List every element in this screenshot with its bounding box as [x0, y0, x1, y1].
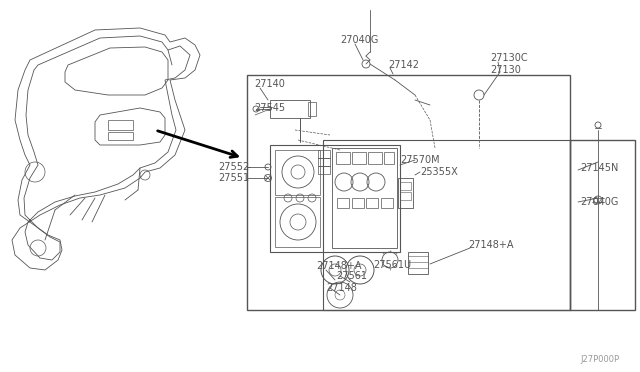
Text: 27561U: 27561U — [373, 260, 411, 270]
Text: 25355X: 25355X — [420, 167, 458, 177]
Text: 27545: 27545 — [254, 103, 285, 113]
Bar — [398, 178, 413, 208]
Bar — [270, 145, 400, 252]
Bar — [384, 152, 394, 164]
Text: 27561: 27561 — [336, 271, 367, 281]
Bar — [366, 198, 378, 208]
Bar — [400, 182, 411, 190]
Bar — [336, 152, 350, 164]
Bar — [352, 152, 366, 164]
Bar — [108, 120, 133, 130]
Text: 27570M: 27570M — [400, 155, 440, 165]
Bar — [247, 75, 570, 310]
Text: J27P000P: J27P000P — [581, 356, 620, 365]
Text: 27552: 27552 — [218, 162, 249, 172]
Text: 27148+A: 27148+A — [468, 240, 513, 250]
Text: 27040G: 27040G — [580, 197, 618, 207]
Bar — [275, 197, 320, 247]
Bar — [318, 166, 330, 174]
Bar — [323, 140, 570, 310]
Text: 27130C: 27130C — [490, 53, 527, 63]
Text: 27145N: 27145N — [580, 163, 618, 173]
Text: 27551: 27551 — [218, 173, 249, 183]
Text: 27130: 27130 — [490, 65, 521, 75]
Bar — [318, 150, 330, 158]
Bar — [352, 198, 364, 208]
Text: 27142: 27142 — [388, 60, 419, 70]
Bar — [408, 252, 428, 274]
Text: 27148: 27148 — [326, 283, 357, 293]
Text: 27040G: 27040G — [340, 35, 378, 45]
Bar — [570, 140, 635, 310]
Bar — [337, 198, 349, 208]
Bar — [275, 150, 320, 195]
Bar — [270, 100, 310, 118]
Bar — [318, 158, 330, 166]
Text: 27140: 27140 — [254, 79, 285, 89]
Bar — [308, 102, 316, 116]
Bar — [400, 192, 411, 200]
Text: 27148+A: 27148+A — [316, 261, 362, 271]
Bar — [332, 148, 397, 248]
Bar — [381, 198, 393, 208]
Bar — [108, 132, 133, 140]
Bar — [368, 152, 382, 164]
